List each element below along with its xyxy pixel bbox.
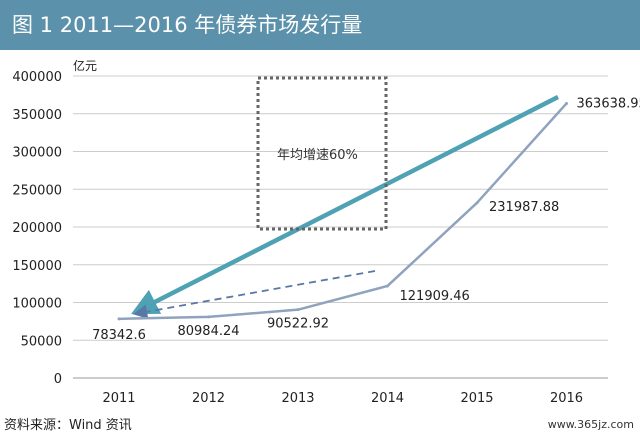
y-axis-unit: 亿元 xyxy=(73,58,97,73)
y-tick-label: 250000 xyxy=(12,183,62,198)
data-label: 80984.24 xyxy=(177,324,239,339)
x-tick-label: 2015 xyxy=(460,391,493,406)
watermark: www.365jz.com xyxy=(547,418,634,431)
data-point xyxy=(117,317,121,321)
y-tick-label: 300000 xyxy=(12,146,62,161)
x-tick-label: 2012 xyxy=(192,391,225,406)
trend-arrow xyxy=(130,94,560,315)
title-banner: 图 1 2011—2016 年债券市场发行量 xyxy=(0,0,640,50)
y-tick-label: 400000 xyxy=(12,70,62,85)
data-point xyxy=(296,308,300,312)
data-label: 90522.92 xyxy=(267,317,329,332)
y-tick-label: 200000 xyxy=(12,221,62,236)
annotation-text: 年均增速60% xyxy=(277,148,358,163)
data-point xyxy=(386,284,389,288)
y-tick-label: 350000 xyxy=(12,108,62,123)
data-point xyxy=(207,315,210,319)
series-line xyxy=(118,102,568,321)
x-tick-label: 2011 xyxy=(102,391,135,406)
chart-title: 图 1 2011—2016 年债券市场发行量 xyxy=(12,13,363,37)
data-label: 121909.46 xyxy=(400,289,470,304)
data-point xyxy=(565,101,568,105)
y-tick-label: 50000 xyxy=(21,334,62,349)
data-label: 363638.95 xyxy=(577,96,640,111)
y-tick-label: 100000 xyxy=(12,297,62,312)
y-tick-label: 150000 xyxy=(12,259,62,274)
y-tick-label: 0 xyxy=(54,372,62,387)
x-tick-label: 2014 xyxy=(371,391,404,406)
x-tick-label: 2016 xyxy=(550,391,583,406)
dashed-arrow xyxy=(132,270,376,319)
x-tick-label: 2013 xyxy=(281,391,314,406)
data-label: 78342.6 xyxy=(92,328,146,343)
annotation-box xyxy=(256,76,388,231)
source-note: 资料来源：Wind 资讯 xyxy=(4,418,132,433)
data-point xyxy=(475,201,479,205)
data-label: 231987.88 xyxy=(489,200,559,215)
